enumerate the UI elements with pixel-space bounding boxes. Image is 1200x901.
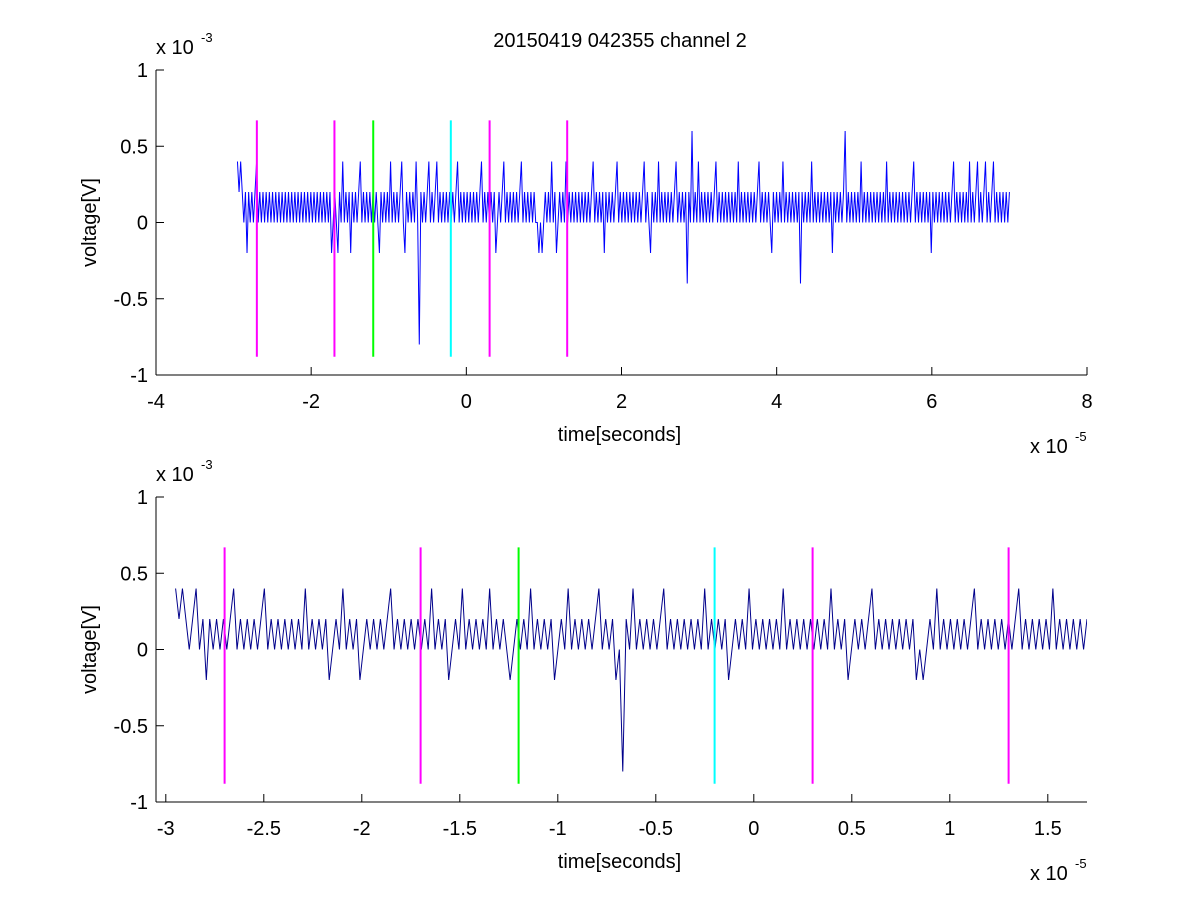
y-tick-label: -1 (130, 792, 148, 814)
y-exponent-label: x 10 (156, 37, 194, 59)
bottom-plot: -3 -2.5 -2 -1.5 -1 -0.5 0 0.5 1 1.5 -1 -0.5 0 0.5 1 tim… (79, 457, 1087, 885)
y-tick-label: 1 (137, 60, 148, 82)
x-tick-label: 0 (748, 818, 759, 840)
voltage-trace (236, 130, 1010, 345)
y-tick-label: 0 (137, 640, 148, 662)
y-tick-label: -1 (130, 365, 148, 387)
x-tick-label: -1.5 (443, 818, 477, 840)
y-exponent-label: x 10 (156, 464, 194, 486)
x-tick-label: 2 (616, 391, 627, 413)
x-tick-label: 0.5 (838, 818, 866, 840)
x-tick-label: 8 (1081, 391, 1092, 413)
y-tick-label: -0.5 (114, 716, 148, 738)
x-exponent-label: x 10 (1030, 863, 1068, 885)
y-axis-label: voltage[V] (79, 178, 101, 267)
x-tick-label: -0.5 (639, 818, 673, 840)
x-tick-label: 1.5 (1034, 818, 1062, 840)
voltage-trace (175, 588, 1087, 772)
y-exponent-power: -3 (201, 457, 213, 472)
x-exponent-power: -5 (1075, 429, 1087, 444)
x-tick-label: -2.5 (247, 818, 281, 840)
x-tick-label: -1 (549, 818, 567, 840)
y-exponent-power: -3 (201, 30, 213, 45)
x-exponent-label: x 10 (1030, 436, 1068, 458)
x-tick-label: -2 (302, 391, 320, 413)
y-tick-label: 0.5 (120, 563, 148, 585)
y-tick-label: 0 (137, 213, 148, 235)
top-plot: -4 -2 0 2 4 6 8 -1 -0.5 0 0.5 1 time[seconds] voltage… (79, 30, 1093, 458)
x-tick-label: 0 (461, 391, 472, 413)
y-axis-label: voltage[V] (79, 605, 101, 694)
y-tick-label: 0.5 (120, 136, 148, 158)
chart-title: 20150419 042355 channel 2 (493, 30, 747, 52)
x-tick-label: -4 (147, 391, 165, 413)
plot-area (236, 120, 1010, 357)
x-tick-label: -3 (157, 818, 175, 840)
plot-area (175, 547, 1087, 784)
y-tick-label: -0.5 (114, 289, 148, 311)
x-tick-label: -2 (353, 818, 371, 840)
x-tick-label: 1 (944, 818, 955, 840)
x-axis-label: time[seconds] (558, 851, 681, 873)
x-tick-label: 6 (926, 391, 937, 413)
y-tick-label: 1 (137, 487, 148, 509)
x-exponent-power: -5 (1075, 856, 1087, 871)
x-tick-label: 4 (771, 391, 782, 413)
x-axis-label: time[seconds] (558, 424, 681, 446)
